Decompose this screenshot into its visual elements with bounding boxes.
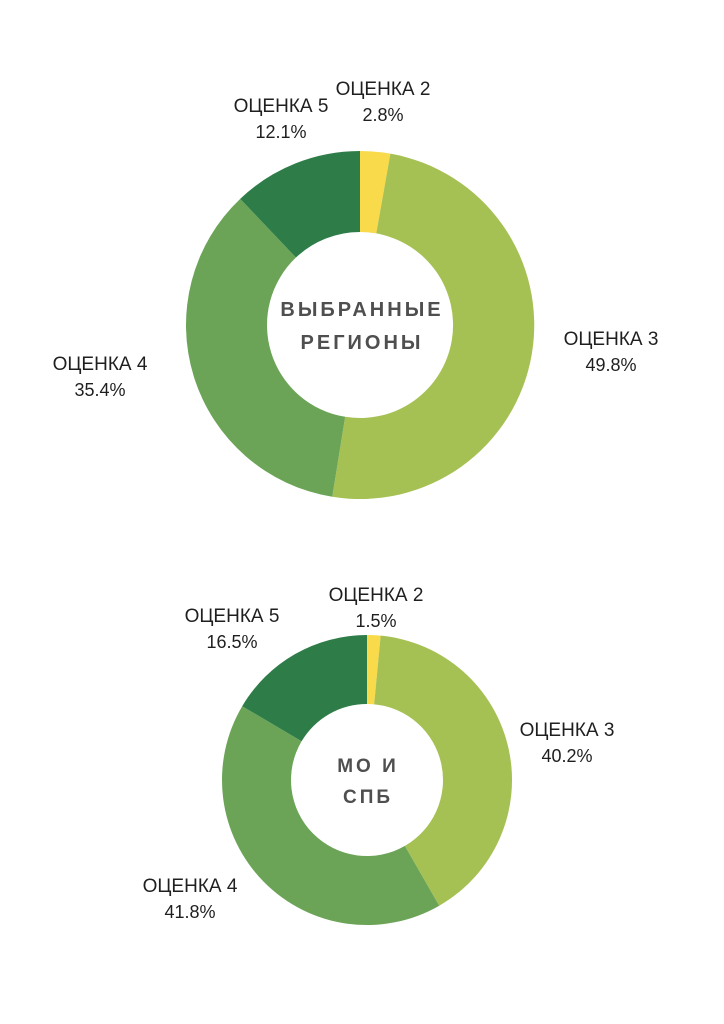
slice-label-name: ОЦЕНКА 3 <box>563 329 659 350</box>
donut-slice-3 <box>240 151 360 258</box>
slice-label-name: ОЦЕНКА 5 <box>233 96 329 117</box>
donut-chart-mo-spb <box>221 635 513 926</box>
slice-label-mospb-ocenka-2: ОЦЕНКА 2 1.5% <box>329 582 424 634</box>
slice-label-pct: 41.8% <box>164 902 216 922</box>
slice-label-pct: 1.5% <box>355 611 397 631</box>
slice-label-regions-ocenka-2: ОЦЕНКА 2 2.8% <box>336 76 431 128</box>
slice-label-pct: 40.2% <box>541 746 593 766</box>
center-label-line: СПБ <box>342 787 394 808</box>
donut-slice-2 <box>185 198 346 497</box>
donut-slice-0 <box>367 635 381 705</box>
slice-label-regions-ocenka-3: ОЦЕНКА 3 49.8% <box>564 326 659 378</box>
slice-label-name: ОЦЕНКА 2 <box>328 585 424 606</box>
donut-center-label-mo-spb: МО И СПБ <box>337 751 399 813</box>
center-label-line: МО И <box>337 756 399 777</box>
slice-label-mospb-ocenka-5: ОЦЕНКА 5 16.5% <box>185 603 280 655</box>
slice-label-name: ОЦЕНКА 2 <box>335 79 431 100</box>
slice-label-name: ОЦЕНКА 3 <box>519 720 615 741</box>
slice-label-name: ОЦЕНКА 5 <box>184 606 280 627</box>
slice-label-pct: 49.8% <box>585 355 637 375</box>
donut-slice-0 <box>360 151 391 234</box>
slice-label-name: ОЦЕНКА 4 <box>142 876 238 897</box>
donut-slice-1 <box>374 635 513 906</box>
slice-label-pct: 2.8% <box>362 105 404 125</box>
slice-label-pct: 16.5% <box>206 632 258 652</box>
donut-chart-selected-regions <box>185 151 535 500</box>
slice-label-regions-ocenka-5: ОЦЕНКА 5 12.1% <box>234 93 329 145</box>
center-label-line: РЕГИОНЫ <box>300 332 424 354</box>
slice-label-pct: 12.1% <box>255 122 307 142</box>
slice-label-name: ОЦЕНКА 4 <box>52 354 148 375</box>
donut-slice-3 <box>242 635 367 742</box>
slice-label-pct: 35.4% <box>74 380 126 400</box>
slice-label-mospb-ocenka-3: ОЦЕНКА 3 40.2% <box>520 717 615 769</box>
donut-center-label-selected-regions: ВЫБРАННЫЕ РЕГИОНЫ <box>280 294 443 360</box>
donut-slice-2 <box>221 706 440 926</box>
center-label-line: ВЫБРАННЫЕ <box>280 299 444 321</box>
donut-slice-1 <box>332 153 535 500</box>
slice-label-regions-ocenka-4: ОЦЕНКА 4 35.4% <box>53 351 148 403</box>
slice-label-mospb-ocenka-4: ОЦЕНКА 4 41.8% <box>143 873 238 925</box>
